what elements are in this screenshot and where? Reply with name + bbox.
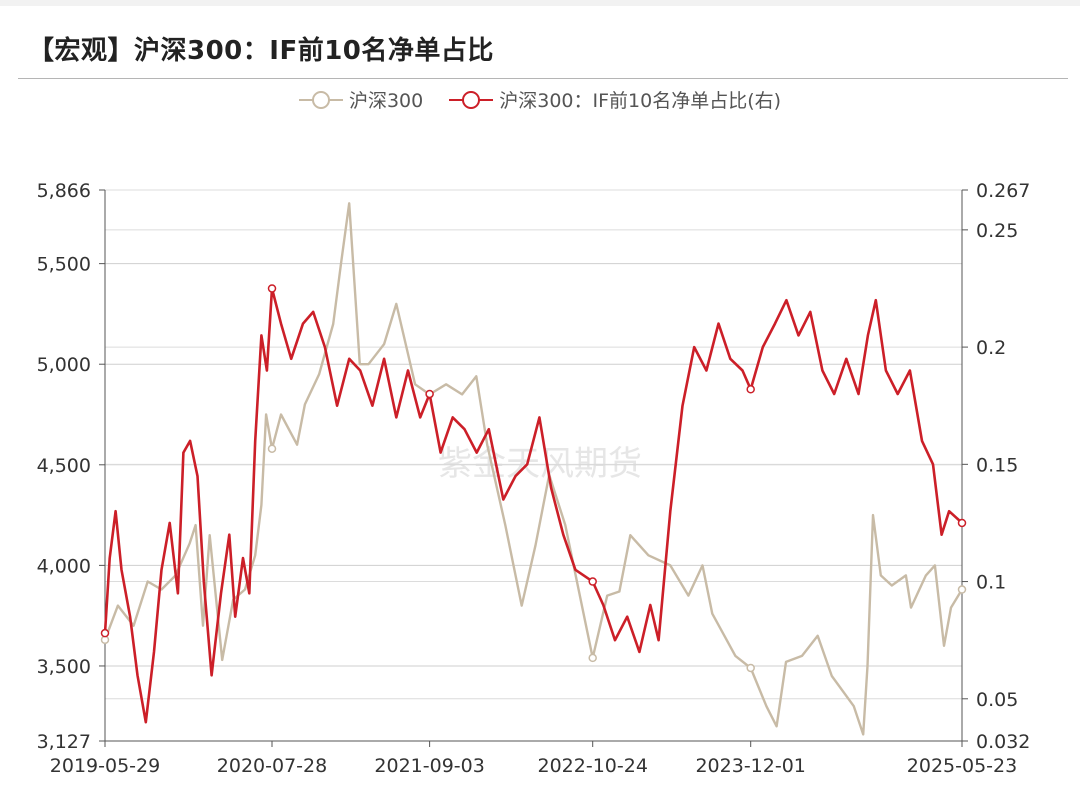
title-divider (18, 78, 1068, 79)
y-left-tick-label: 3,127 (37, 731, 91, 753)
data-point (746, 663, 755, 673)
y-left-tick-label: 4,500 (37, 455, 91, 477)
data-point (957, 518, 967, 528)
y-right-tick-label: 0.25 (976, 220, 1018, 242)
y-left-tick-label: 4,000 (37, 555, 91, 577)
y-left-tick-label: 5,000 (37, 354, 91, 376)
x-tick-label: 2020-07-28 (217, 755, 327, 777)
x-tick-label: 2021-09-03 (374, 755, 484, 777)
top-bar (0, 0, 1080, 6)
data-point (425, 389, 434, 399)
axes (99, 189, 968, 747)
y-right-tick-label: 0.2 (976, 337, 1006, 359)
y-right-tick-label: 0.05 (976, 689, 1018, 711)
series-layer (100, 202, 967, 736)
data-point (267, 284, 277, 293)
x-tick-label: 2019-05-29 (50, 755, 160, 777)
legend-line-icon (449, 90, 494, 109)
x-tick-label: 2023-12-01 (695, 755, 805, 777)
y-right-tick-label: 0.15 (976, 454, 1018, 476)
y-right-tick-label: 0.032 (976, 731, 1030, 753)
legend-label: 沪深300 (348, 90, 424, 112)
x-tick-label: 2025-05-23 (907, 755, 1017, 777)
y-left-tick-label: 5,866 (37, 180, 91, 202)
y-left-tick-label: 3,500 (37, 656, 91, 678)
y-right-tick-label: 0.1 (976, 572, 1006, 594)
tick-labels: 3,127 3,500 4,000 4,500 5,000 5,500 5,866 0.032… (37, 180, 1031, 777)
chart-title: 【宏观】沪深300：IF前10名净单占比 (28, 36, 494, 66)
data-point (957, 585, 967, 594)
legend-item-csi300[interactable]: 沪深300 (298, 86, 424, 113)
y-left-tick-label: 5,500 (37, 254, 91, 276)
series-line-if-net-ratio (103, 287, 963, 724)
x-tick-label: 2022-10-24 (537, 755, 647, 777)
data-point (588, 653, 597, 663)
legend: 沪深300 沪深300：IF前10名净单占比(右) (0, 86, 1080, 115)
data-point (100, 628, 110, 638)
data-point (267, 444, 277, 453)
data-point (588, 577, 597, 586)
legend-line-icon (298, 90, 343, 109)
y-right-tick-label: 0.267 (976, 180, 1030, 202)
legend-item-if-net-ratio[interactable]: 沪深300：IF前10名净单占比(右) (449, 86, 781, 113)
data-point (746, 385, 755, 394)
legend-label: 沪深300：IF前10名净单占比(右) (499, 90, 782, 112)
